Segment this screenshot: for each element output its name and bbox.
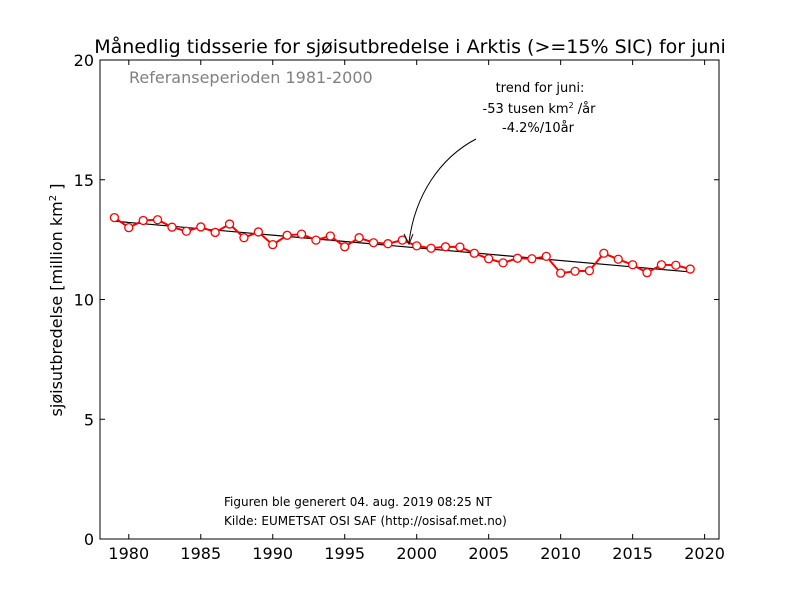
data-point (152, 215, 163, 225)
data-point (599, 248, 609, 258)
data-point (368, 238, 379, 248)
x-tick-label: 1990 (252, 544, 293, 563)
data-point (570, 266, 580, 276)
data-point (498, 258, 508, 268)
y-axis-label-sup: 2 (48, 195, 59, 201)
y-tick-label: 0 (84, 530, 94, 549)
data-point (685, 264, 695, 274)
chart-title: Månedlig tidsserie for sjøisutbredelse i… (94, 35, 726, 58)
plot-frame (99, 59, 720, 540)
data-point (455, 242, 465, 252)
data-point (656, 260, 667, 270)
reference-period-label: Referanseperioden 1981-2000 (129, 68, 373, 87)
data-point (210, 227, 220, 238)
plot-area (100, 60, 719, 539)
x-tick-label: 1985 (180, 544, 221, 563)
x-tick-label: 1995 (324, 544, 365, 563)
trend-annotation-line1: trend for juni: (496, 81, 585, 96)
y-tick-label: 5 (84, 410, 94, 429)
data-point (296, 229, 307, 239)
data-point (527, 254, 537, 264)
data-point (584, 266, 595, 276)
x-tick-label: 2000 (396, 544, 437, 563)
data-point (484, 254, 494, 264)
data-point (224, 219, 235, 229)
trend-annotation-line3: -4.2%/10år (502, 121, 575, 136)
data-point (124, 222, 134, 233)
data-point (354, 233, 364, 243)
annotation-arrow-line (408, 138, 477, 243)
data-point (397, 235, 407, 245)
data-point (627, 260, 638, 270)
x-tick-label: 2015 (612, 544, 653, 563)
x-tick-label: 2005 (468, 544, 509, 563)
data-point (138, 215, 148, 226)
generated-note: Figuren ble generert 04. aug. 2019 08:25… (224, 495, 493, 509)
data-point (383, 239, 393, 249)
data-point (167, 222, 177, 232)
trend-annotation-sup: 2 (569, 101, 574, 110)
annotation-arrow-head (403, 233, 414, 246)
data-point (426, 243, 436, 253)
y-axis-label: sjøisutbredelse [million km2 ] (47, 184, 66, 417)
data-point (325, 231, 335, 241)
source-note: Kilde: EUMETSAT OSI SAF (http://osisaf.m… (224, 514, 507, 528)
data-point (512, 253, 523, 263)
data-point (642, 268, 652, 278)
data-point (109, 212, 120, 223)
y-tick-label: 10 (74, 291, 94, 310)
series-group (109, 212, 695, 278)
x-tick-label: 1980 (108, 544, 149, 563)
y-tick-label: 20 (74, 51, 94, 70)
trend-annotation-value: -53 tusen km (483, 102, 569, 117)
y-axis-label-end: ] (47, 184, 66, 195)
data-point (253, 227, 263, 237)
data-point (469, 248, 479, 258)
data-point (196, 222, 206, 232)
data-point (268, 240, 278, 250)
data-point (282, 230, 292, 240)
data-point (340, 242, 350, 252)
data-point (412, 241, 422, 251)
data-point (181, 226, 192, 236)
data-point (440, 242, 451, 252)
trend-annotation-unit: /år (574, 102, 596, 117)
y-tick-label: 15 (74, 171, 94, 190)
x-tick-label: 2010 (540, 544, 581, 563)
data-point (613, 254, 623, 264)
trend-annotation-line2: -53 tusen km2 /år (483, 101, 597, 117)
data-point (311, 235, 321, 245)
data-point (541, 251, 551, 262)
data-point (556, 268, 566, 278)
axis-ticks: 1980 1985 1990 1995 2000 2005 2010 2015 20200510… (74, 51, 725, 563)
data-point (239, 233, 249, 243)
y-axis-label-main: sjøisutbredelse [million km (47, 201, 66, 416)
x-tick-label: 2020 (684, 544, 725, 563)
data-point (671, 260, 681, 270)
